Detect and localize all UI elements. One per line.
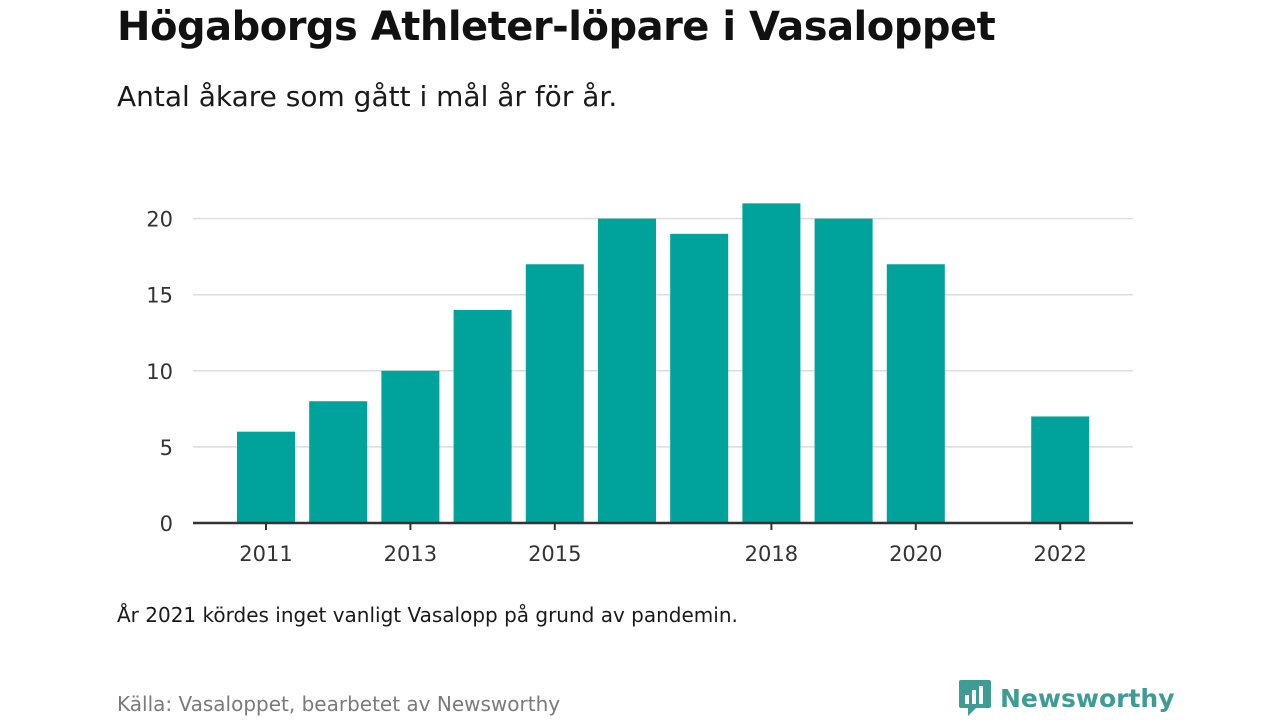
x-tick-label: 2013 [384, 542, 437, 566]
x-tick-label: 2022 [1033, 542, 1086, 566]
bar-2014 [453, 309, 512, 523]
bar-2016 [598, 218, 656, 523]
bar-2013 [381, 370, 440, 523]
bar-2012 [309, 401, 368, 523]
chart-subtitle: Antal åkare som gått i mål år för år. [117, 80, 618, 113]
axes [193, 521, 1133, 530]
bar-2017 [670, 233, 729, 523]
source-credit: Källa: Vasaloppet, bearbetet av Newswort… [117, 692, 561, 716]
bar-chart: 0 5 10 15 20 2011 2013 2015 2018 2020 2022 [146, 203, 1133, 566]
bar-2020 [886, 264, 945, 523]
y-tick-label: 15 [146, 284, 173, 308]
x-tick-label: 2018 [745, 542, 798, 566]
newsworthy-logo-icon [959, 680, 991, 716]
bar-2011 [237, 431, 295, 523]
chart-title: Högaborgs Athleter-löpare i Vasaloppet [117, 4, 996, 50]
bar-2019 [814, 218, 873, 523]
tick-labels: 0 5 10 15 20 2011 2013 2015 2018 2020 2022 [146, 208, 1087, 566]
bar-2015 [525, 264, 584, 523]
y-tick-label: 5 [160, 436, 173, 460]
y-tick-label: 20 [146, 208, 173, 232]
bar-2022 [1031, 416, 1090, 523]
y-tick-label: 0 [160, 512, 173, 536]
y-tick-label: 10 [146, 360, 173, 384]
bar-2018 [742, 203, 801, 523]
x-tick-label: 2015 [528, 542, 581, 566]
brand-name: Newsworthy [1000, 683, 1175, 713]
newsworthy-brand: Newsworthy [958, 678, 1175, 718]
x-tick-label: 2020 [889, 542, 942, 566]
bars [237, 203, 1090, 523]
chart-footnote: År 2021 kördes inget vanligt Vasalopp på… [117, 603, 738, 627]
x-tick-label: 2011 [239, 542, 292, 566]
